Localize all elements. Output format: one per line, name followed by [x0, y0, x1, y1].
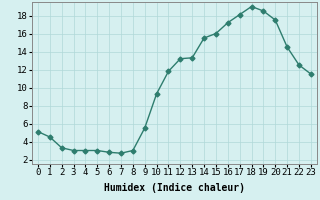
- X-axis label: Humidex (Indice chaleur): Humidex (Indice chaleur): [104, 183, 245, 193]
